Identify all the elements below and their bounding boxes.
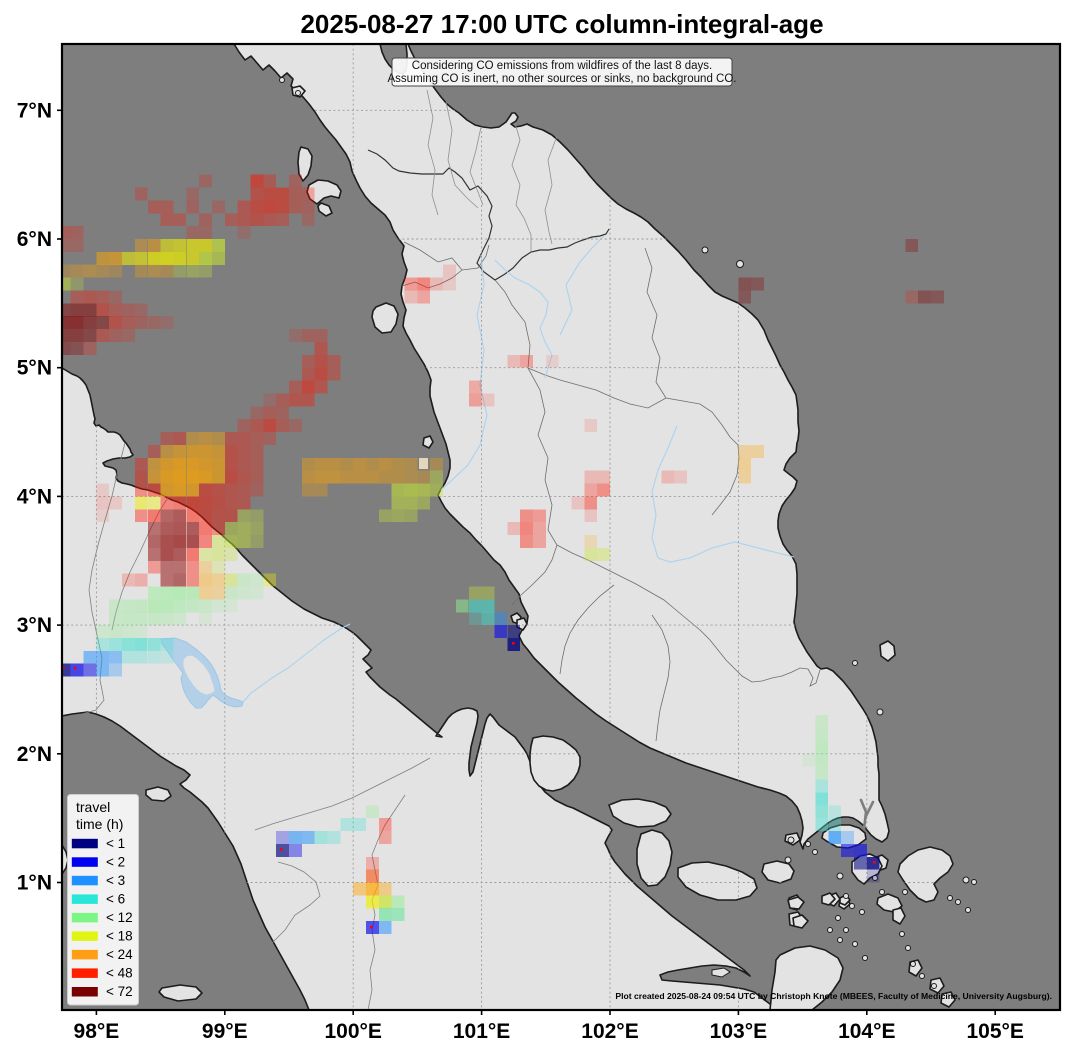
svg-text:104°E: 104°E [838,1020,895,1043]
svg-text:< 1: < 1 [106,836,125,851]
svg-text:102°E: 102°E [581,1020,638,1043]
svg-text:5°N: 5°N [17,357,52,380]
svg-text:7°N: 7°N [17,99,52,122]
svg-text:Assuming CO is inert, no other: Assuming CO is inert, no other sources o… [388,73,737,85]
svg-text:4°N: 4°N [17,485,52,508]
svg-text:< 24: < 24 [106,947,133,962]
svg-text:105°E: 105°E [966,1020,1023,1043]
svg-text:2°N: 2°N [17,743,52,766]
svg-text:< 2: < 2 [106,854,125,869]
svg-text:time (h): time (h) [76,816,123,832]
svg-text:3°N: 3°N [17,614,52,637]
svg-text:< 72: < 72 [106,984,133,999]
svg-text:Considering CO emissions from: Considering CO emissions from wildfires … [412,60,712,72]
svg-text:Plot created 2025-08-24 09:54: Plot created 2025-08-24 09:54 UTC by Chr… [615,991,1052,1001]
svg-text:< 18: < 18 [106,928,133,943]
svg-text:< 12: < 12 [106,910,133,925]
svg-text:1°N: 1°N [17,872,52,895]
svg-text:< 3: < 3 [106,873,125,888]
svg-text:103°E: 103°E [710,1020,767,1043]
svg-text:100°E: 100°E [324,1020,381,1043]
svg-text:travel: travel [76,799,110,815]
svg-text:< 48: < 48 [106,965,133,980]
svg-text:6°N: 6°N [17,228,52,251]
svg-text:2025-08-27 17:00 UTC column-in: 2025-08-27 17:00 UTC column-integral-age [300,9,823,39]
svg-text:< 6: < 6 [106,891,125,906]
svg-text:101°E: 101°E [453,1020,510,1043]
svg-text:98°E: 98°E [74,1020,120,1043]
svg-text:99°E: 99°E [202,1020,248,1043]
